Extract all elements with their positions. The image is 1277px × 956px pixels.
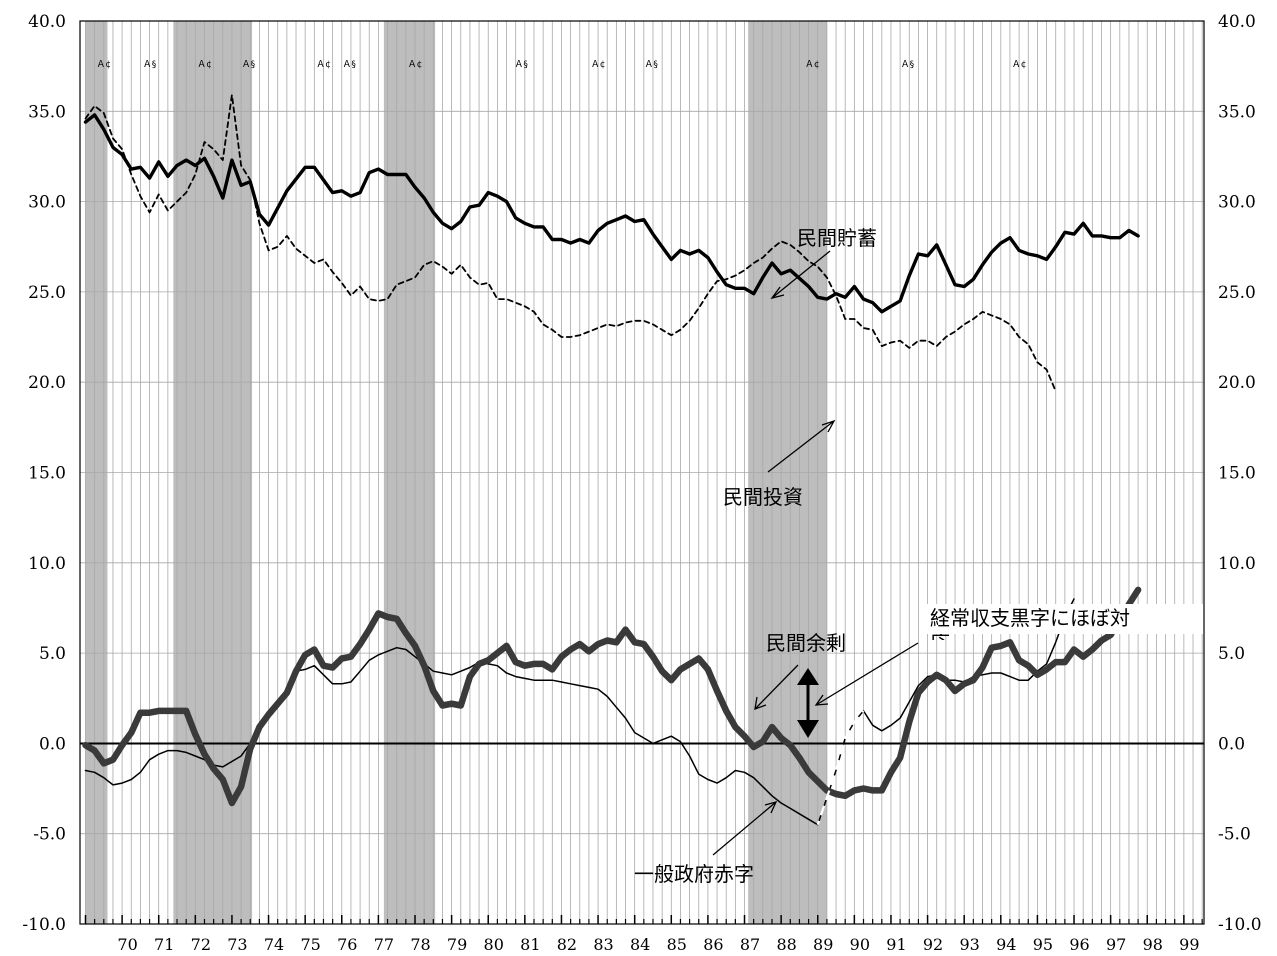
x-tick-label: 90 [850,935,870,954]
x-tick-label: 75 [300,935,320,954]
y-tick-label-right: 25.0 [1218,283,1256,303]
y-tick-label: 15.0 [28,464,66,484]
y-tick-label-right: 30.0 [1218,193,1256,213]
period-markers: Ａ¢ Ａ§ Ａ¢ Ａ§ Ａ¢ Ａ§ Ａ¢ Ａ§ Ａ¢ Ａ§ Ａ¢ Ａ§ Ａ¢ [96,60,1026,70]
x-tick-label: 85 [667,935,687,954]
x-tick-label: 78 [410,935,430,954]
x-tick-label: 84 [630,935,650,954]
period-marker: Ａ§ [644,60,658,70]
series-line-thick [83,113,1140,314]
y-tick-label: -5.0 [33,825,66,845]
x-tick-label: 95 [1033,935,1053,954]
period-marker: Ａ§ [143,60,157,70]
y-tick-label-right: 10.0 [1218,554,1256,574]
y-tick-label: 25.0 [28,283,66,303]
x-tick-label: 82 [557,935,577,954]
period-marker: Ａ§ [242,60,256,70]
period-marker: Ａ¢ [96,60,111,70]
label-deficit: 一般政府赤字 [634,862,754,886]
x-tick-label: 86 [703,935,723,954]
plot-frame [79,20,1205,925]
period-marker: Ａ¢ [1012,60,1027,70]
series-lines [82,94,1142,826]
x-tick-label: 88 [776,935,796,954]
label-current-account-cut: 応 [930,630,950,654]
label-investment: 民間投資 [723,485,803,509]
x-tick-label: 71 [154,935,174,954]
y-axis-right: -10.0 -5.0 0.0 5.0 10.0 15.0 20.0 25.0 30.0 35.0 4… [1218,12,1262,935]
x-tick-label: 94 [996,935,1016,954]
period-marker: Ａ¢ [197,60,212,70]
annotation-bg [925,604,1203,634]
x-tick-label: 98 [1143,935,1163,954]
period-marker: Ａ¢ [316,60,331,70]
y-axis-left: -10.0 -5.0 0.0 5.0 10.0 15.0 20.0 25.0 30.0 35.0 4… [22,12,66,935]
x-axis: 70 71 72 73 74 75 76 77 78 79 80 81 82 83 84 85 86 87 88 89… [84,915,1203,954]
label-surplus: 民間余剰 [766,631,846,655]
x-tick-label: 72 [191,935,211,954]
x-tick-label: 96 [1069,935,1089,954]
y-tick-label: 30.0 [28,193,66,213]
x-tick-label: 74 [264,935,284,954]
period-marker: Ａ¢ [408,60,423,70]
x-tick-label: 91 [886,935,906,954]
x-tick-label: 87 [740,935,760,954]
label-savings: 民間貯蓄 [797,226,877,250]
x-tick-label: 92 [923,935,943,954]
y-tick-label-right: 20.0 [1218,373,1256,393]
period-marker: Ａ¢ [805,60,820,70]
x-tick-label: 73 [227,935,247,954]
x-tick-label: 79 [447,935,467,954]
y-tick-label: 5.0 [39,644,66,664]
x-tick-label: 83 [593,935,613,954]
y-tick-label-right: 35.0 [1218,102,1256,122]
series-line-thin-dash-overlay [816,710,865,826]
series-line-very-thick [82,586,1142,807]
y-tick-label: 35.0 [28,102,66,122]
x-tick-label: 81 [520,935,540,954]
x-tick-label: 76 [337,935,357,954]
period-marker: Ａ§ [342,60,356,70]
y-tick-label-right: -5.0 [1218,825,1251,845]
period-marker: Ａ¢ [591,60,606,70]
x-tick-label: 93 [960,935,980,954]
y-tick-label-right: 0.0 [1218,734,1245,754]
x-tick-label: 80 [484,935,504,954]
y-tick-label: 10.0 [28,554,66,574]
series-line-dotted [84,94,1057,393]
period-marker: Ａ§ [514,60,528,70]
x-tick-label: 89 [813,935,833,954]
y-tick-label: 0.0 [39,734,66,754]
y-tick-label: 20.0 [28,373,66,393]
y-tick-label: 40.0 [28,12,66,32]
x-tick-label: 99 [1179,935,1199,954]
y-tick-label-right: 40.0 [1218,12,1256,32]
label-current-account: 経常収支黒字にほぼ対 [930,606,1130,630]
x-tick-label: 77 [374,935,394,954]
y-tick-label-right: 5.0 [1218,644,1245,664]
y-tick-label-right: 15.0 [1218,464,1256,484]
annotation-arrows [712,250,919,856]
period-marker: Ａ§ [901,60,915,70]
x-tick-label: 97 [1106,935,1126,954]
y-tick-label: -10.0 [22,915,66,935]
y-tick-label-right: -10.0 [1218,915,1262,935]
double-headed-arrow [797,668,819,738]
x-tick-label: 70 [117,935,137,954]
